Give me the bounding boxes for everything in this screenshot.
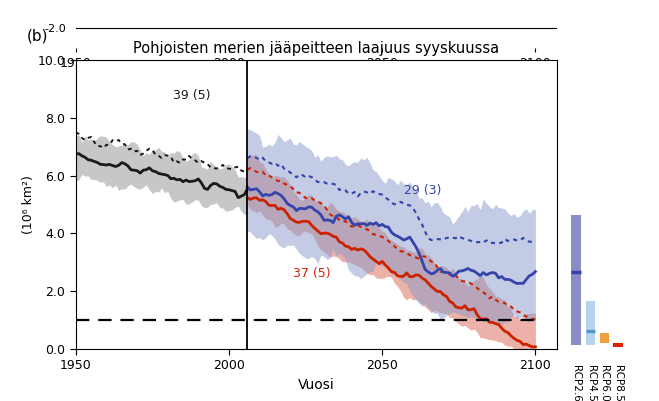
Bar: [614, 343, 623, 347]
Text: RCP8.5: RCP8.5: [613, 365, 623, 401]
Text: 39 (5): 39 (5): [173, 89, 211, 102]
Text: RCP4.5: RCP4.5: [586, 365, 596, 401]
Bar: [600, 333, 609, 343]
X-axis label: Vuosi: Vuosi: [298, 378, 335, 392]
Y-axis label: (10⁶ km²): (10⁶ km²): [22, 175, 35, 234]
Title: Pohjoisten merien jääpeitteen laajuus syyskuussa: Pohjoisten merien jääpeitteen laajuus sy…: [133, 41, 500, 56]
Bar: [571, 215, 581, 344]
X-axis label: Vuosi: Vuosi: [300, 71, 333, 85]
Text: (b): (b): [26, 28, 48, 43]
Text: RCP6.0: RCP6.0: [600, 365, 610, 401]
Text: RCP2.6: RCP2.6: [571, 365, 581, 401]
Text: 37 (5): 37 (5): [293, 267, 331, 279]
Text: 29 (3): 29 (3): [404, 184, 441, 197]
Bar: [586, 301, 596, 345]
